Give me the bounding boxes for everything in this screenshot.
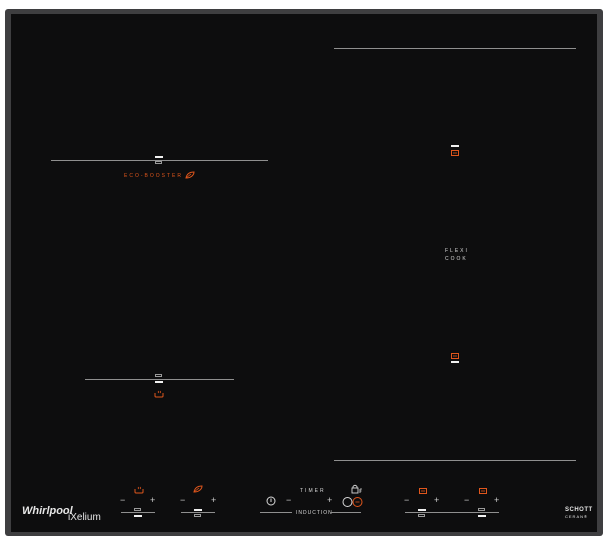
square-zone-icon — [451, 353, 459, 359]
timer-slider-right[interactable] — [331, 512, 361, 513]
whirlpool-logo-text: Whirlpool — [22, 505, 73, 517]
zone4-slider-indicator-dim[interactable] — [478, 508, 485, 511]
ceran-logo-text: CERAN® — [565, 514, 588, 519]
zone1-minus-button[interactable]: − — [120, 495, 126, 505]
zone2-slider[interactable] — [181, 512, 215, 513]
zone1-plus-button[interactable]: + — [150, 495, 156, 505]
zone2-slider-indicator[interactable] — [194, 509, 202, 511]
cooktop-glass — [11, 14, 597, 532]
zone3-slider[interactable] — [405, 512, 499, 513]
zone1-slider-indicator[interactable] — [134, 515, 142, 517]
zone2-minus-button[interactable]: − — [180, 495, 186, 505]
zone3-plus-button[interactable]: + — [434, 495, 440, 505]
zone-bottom-left-level-indicator — [155, 381, 163, 383]
flexi-label-line2: COOK — [445, 256, 468, 262]
induction-label: INDUCTION — [296, 510, 333, 516]
flexi-zone-bottom-line — [334, 460, 576, 461]
circle-zone-icon[interactable] — [342, 496, 364, 508]
zone-top-left-line — [51, 160, 268, 161]
zone2-plus-button[interactable]: + — [211, 495, 217, 505]
whirlpool-logo: Whirlpool — [22, 505, 73, 517]
zone4-plus-button[interactable]: + — [494, 495, 500, 505]
power-icon[interactable] — [266, 496, 276, 506]
zone3-slider-indicator-dim[interactable] — [418, 514, 425, 517]
timer-minus-button[interactable]: − — [286, 495, 292, 505]
ceran-logo: CERAN® — [565, 514, 588, 519]
zone3-minus-button[interactable]: − — [404, 495, 410, 505]
flexi-zone-top-line — [334, 48, 576, 49]
ixelium-logo: iXelium — [68, 512, 101, 523]
zone1-slider-indicator-dim[interactable] — [134, 508, 141, 511]
square-zone-icon — [419, 488, 427, 494]
flexi-label-line1: FLEXI — [445, 248, 469, 254]
square-zone-icon — [479, 488, 487, 494]
schott-logo: SCHOTT — [565, 507, 593, 513]
zone4-minus-button[interactable]: − — [464, 495, 470, 505]
flexi-bottom-level-indicator — [451, 361, 459, 363]
zone-top-left-level-indicator — [155, 156, 163, 158]
square-zone-icon — [451, 150, 459, 156]
zone1-slider[interactable] — [121, 512, 155, 513]
flexi-top-level-indicator — [451, 145, 459, 147]
timer-plus-button[interactable]: + — [327, 495, 333, 505]
zone-bottom-left-level-indicator-dim — [155, 374, 162, 377]
zone2-slider-indicator-dim[interactable] — [194, 514, 201, 517]
pot-steam-icon — [134, 486, 144, 494]
zone3-slider-indicator[interactable] — [418, 509, 426, 511]
zone4-slider-indicator[interactable] — [478, 515, 486, 517]
eco-booster-label: ECO-BOOSTER — [124, 173, 183, 179]
timer-slider-left[interactable] — [260, 512, 292, 513]
lock-icon[interactable] — [351, 484, 365, 494]
zone-top-left-level-indicator-dim — [155, 161, 162, 164]
zone-bottom-left-line — [85, 379, 234, 380]
timer-label: TIMER — [300, 488, 326, 494]
leaf-icon — [185, 171, 195, 179]
schott-logo-text: SCHOTT — [565, 507, 593, 513]
ixelium-logo-text: iXelium — [68, 512, 101, 523]
pot-steam-icon — [154, 390, 164, 398]
leaf-icon — [193, 485, 203, 493]
